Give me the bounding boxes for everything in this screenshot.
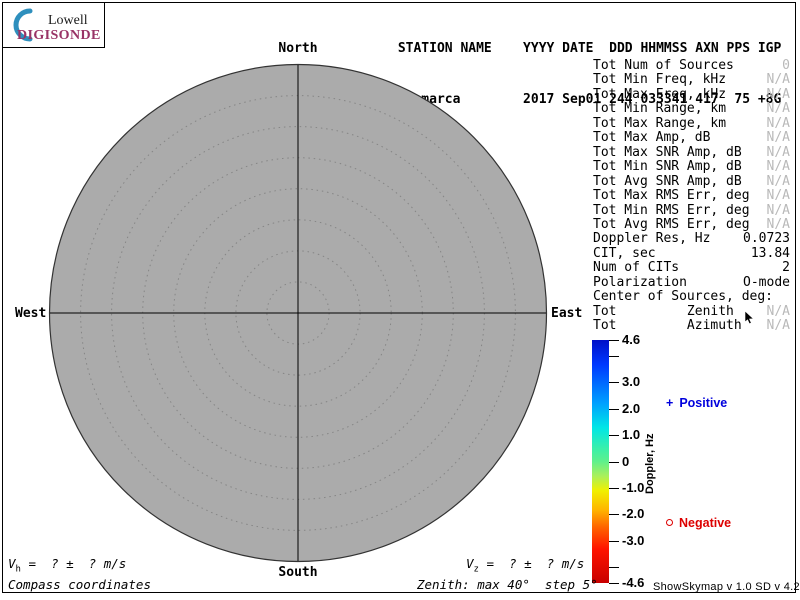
stats-panel: Tot Num of Sources 0 Tot Min Freq, kHz N/A T… bbox=[593, 58, 790, 334]
stat-row: Doppler Res, Hz 0.0723 bbox=[593, 231, 790, 247]
stat-value: 0.0723 bbox=[743, 231, 790, 247]
legend-positive: + Positive bbox=[666, 396, 727, 410]
vh-value: = ? ± ? m/s bbox=[20, 556, 127, 571]
stat-value: N/A bbox=[766, 130, 790, 146]
vz-symbol: V bbox=[466, 556, 474, 571]
stat-value: N/A bbox=[766, 144, 790, 160]
stat-label: Tot Max Amp, dB bbox=[593, 130, 711, 146]
doppler-colorbar bbox=[592, 340, 609, 583]
stat-row: Tot Avg RMS Err, deg N/A bbox=[593, 216, 790, 232]
stat-label: CIT, sec bbox=[593, 245, 656, 261]
stat-label: Center of Sources, deg: bbox=[593, 289, 774, 305]
stat-label: Tot Avg RMS Err, deg bbox=[593, 216, 750, 232]
stat-row: Num of CITs 2 bbox=[593, 260, 790, 276]
vh-readout: Vh = ? ± ? m/s bbox=[8, 556, 126, 575]
stat-row: Polarization O-mode bbox=[593, 274, 790, 290]
stat-row: Center of Sources, deg: bbox=[593, 289, 790, 305]
stat-label: Polarization bbox=[593, 274, 687, 290]
stat-value: N/A bbox=[766, 101, 790, 117]
zenith-scale-note: Zenith: max 40° step 5° bbox=[417, 577, 598, 592]
stat-label: Tot Num of Sources bbox=[593, 58, 734, 73]
stat-value: N/A bbox=[766, 318, 790, 334]
compass-label-north: North bbox=[278, 41, 318, 56]
stat-row: Tot Min Range, km N/A bbox=[593, 101, 790, 117]
stat-label: Tot Max Freq, kHz bbox=[593, 86, 727, 102]
legend-negative-label: Negative bbox=[679, 516, 732, 530]
stat-label: Tot Azimuth bbox=[593, 318, 742, 334]
crescent-icon bbox=[13, 8, 33, 42]
stat-label: Tot Max SNR Amp, dB bbox=[593, 144, 742, 160]
circle-marker-icon bbox=[666, 519, 673, 526]
compass-label-west: West bbox=[15, 306, 47, 321]
stat-value: N/A bbox=[766, 72, 790, 88]
mouse-cursor bbox=[744, 311, 755, 325]
colorbar-axis-title: Doppler, Hz bbox=[644, 433, 656, 494]
station-header-columns: STATION NAME YYYY DATE DDD HHMMSS AXN PP… bbox=[390, 41, 782, 56]
stat-value: N/A bbox=[766, 303, 790, 319]
stat-label: Tot Min Range, km bbox=[593, 101, 727, 117]
stat-label: Tot Min SNR Amp, dB bbox=[593, 159, 742, 175]
vz-value: = ? ± ? m/s bbox=[478, 556, 585, 571]
vh-subscript: h bbox=[15, 564, 21, 575]
stat-value: O-mode bbox=[743, 274, 790, 290]
stat-value: N/A bbox=[766, 216, 790, 232]
window-frame bbox=[2, 2, 796, 593]
stats-rows: Tot Num of Sources 0 Tot Min Freq, kHz N/A T… bbox=[593, 58, 790, 334]
legend-negative: Negative bbox=[666, 516, 731, 530]
legend-positive-label: Positive bbox=[679, 396, 728, 410]
version-text: ShowSkymap v 1.0 SD v 4.2 bbox=[653, 581, 800, 593]
logo-digisonde-text: DIGISONDE bbox=[17, 28, 101, 43]
stat-value: N/A bbox=[766, 202, 790, 218]
stat-value: N/A bbox=[766, 115, 790, 131]
stat-row: Tot Min RMS Err, deg N/A bbox=[593, 202, 790, 218]
lowell-digisonde-logo: Lowell DIGISONDE bbox=[3, 3, 105, 48]
stat-label: Tot Max RMS Err, deg bbox=[593, 188, 750, 204]
stat-label: Tot Max Range, km bbox=[593, 115, 727, 131]
stat-value: 2 bbox=[782, 260, 790, 276]
stat-value: N/A bbox=[766, 188, 790, 204]
stat-value: 0 bbox=[782, 58, 790, 73]
stat-row: Tot Zenith N/A bbox=[593, 303, 790, 319]
stat-row: Tot Max Amp, dB N/A bbox=[593, 130, 790, 146]
stat-label: Num of CITs bbox=[593, 260, 680, 276]
stat-value: N/A bbox=[766, 86, 790, 102]
stat-value: N/A bbox=[766, 173, 790, 189]
stat-row: Tot Max Range, km N/A bbox=[593, 115, 790, 131]
vh-symbol: V bbox=[8, 556, 16, 571]
compass-label-east: East bbox=[551, 306, 583, 321]
stat-label: Tot Min RMS Err, deg bbox=[593, 202, 750, 218]
stat-value: N/A bbox=[766, 159, 790, 175]
vz-readout: Vz = ? ± ? m/s bbox=[466, 556, 584, 575]
plus-marker-icon: + bbox=[666, 396, 674, 410]
stat-label: Tot Zenith bbox=[593, 303, 734, 319]
stat-label: Tot Avg SNR Amp, dB bbox=[593, 173, 742, 189]
compass-label-south: South bbox=[278, 565, 318, 580]
stat-row: Tot Max Freq, kHz N/A bbox=[593, 86, 790, 102]
stat-row: Tot Azimuth N/A bbox=[593, 318, 790, 334]
stat-row: Tot Min SNR Amp, dB N/A bbox=[593, 159, 790, 175]
skymap-plot bbox=[48, 63, 548, 563]
stat-row: Tot Avg SNR Amp, dB N/A bbox=[593, 173, 790, 189]
logo-lowell-text: Lowell bbox=[48, 13, 88, 28]
stat-row: Tot Max SNR Amp, dB N/A bbox=[593, 144, 790, 160]
coordinates-note: Compass coordinates bbox=[8, 577, 151, 592]
stat-row: Tot Num of Sources 0 bbox=[593, 58, 790, 73]
stat-row: CIT, sec 13.84 bbox=[593, 245, 790, 261]
stat-value: 13.84 bbox=[750, 245, 790, 261]
stat-row: Tot Max RMS Err, deg N/A bbox=[593, 188, 790, 204]
vz-subscript: z bbox=[473, 564, 479, 575]
stat-row: Tot Min Freq, kHz N/A bbox=[593, 72, 790, 88]
stat-label: Doppler Res, Hz bbox=[593, 231, 711, 247]
stat-label: Tot Min Freq, kHz bbox=[593, 72, 727, 88]
